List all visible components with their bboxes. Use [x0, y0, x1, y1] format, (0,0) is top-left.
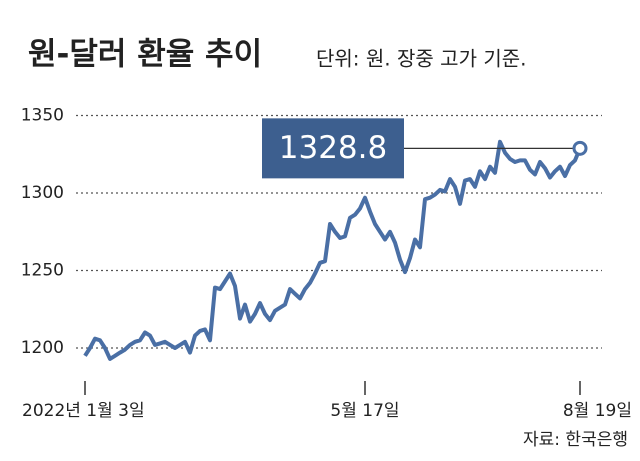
end-marker	[572, 140, 588, 156]
chart-subtitle: 단위: 원. 장중 고가 기준.	[316, 47, 526, 71]
x-tick-label: 5월 17일	[330, 401, 399, 421]
x-tick-label: 2022년 1월 3일	[22, 401, 145, 421]
source: 자료: 한국은행	[523, 430, 628, 450]
y-tick-label: 1250	[21, 261, 64, 281]
annotation: 1328.8	[279, 130, 387, 166]
y-tick-label: 1200	[21, 338, 64, 358]
line	[83, 139, 582, 361]
x-tick-label: 8월 19일	[563, 401, 632, 421]
annotation-box	[262, 118, 404, 179]
chart-title: 원-달러 환율 추이	[28, 37, 262, 73]
y-tick-label: 1350	[21, 106, 64, 126]
y-tick-label: 1300	[21, 183, 64, 203]
